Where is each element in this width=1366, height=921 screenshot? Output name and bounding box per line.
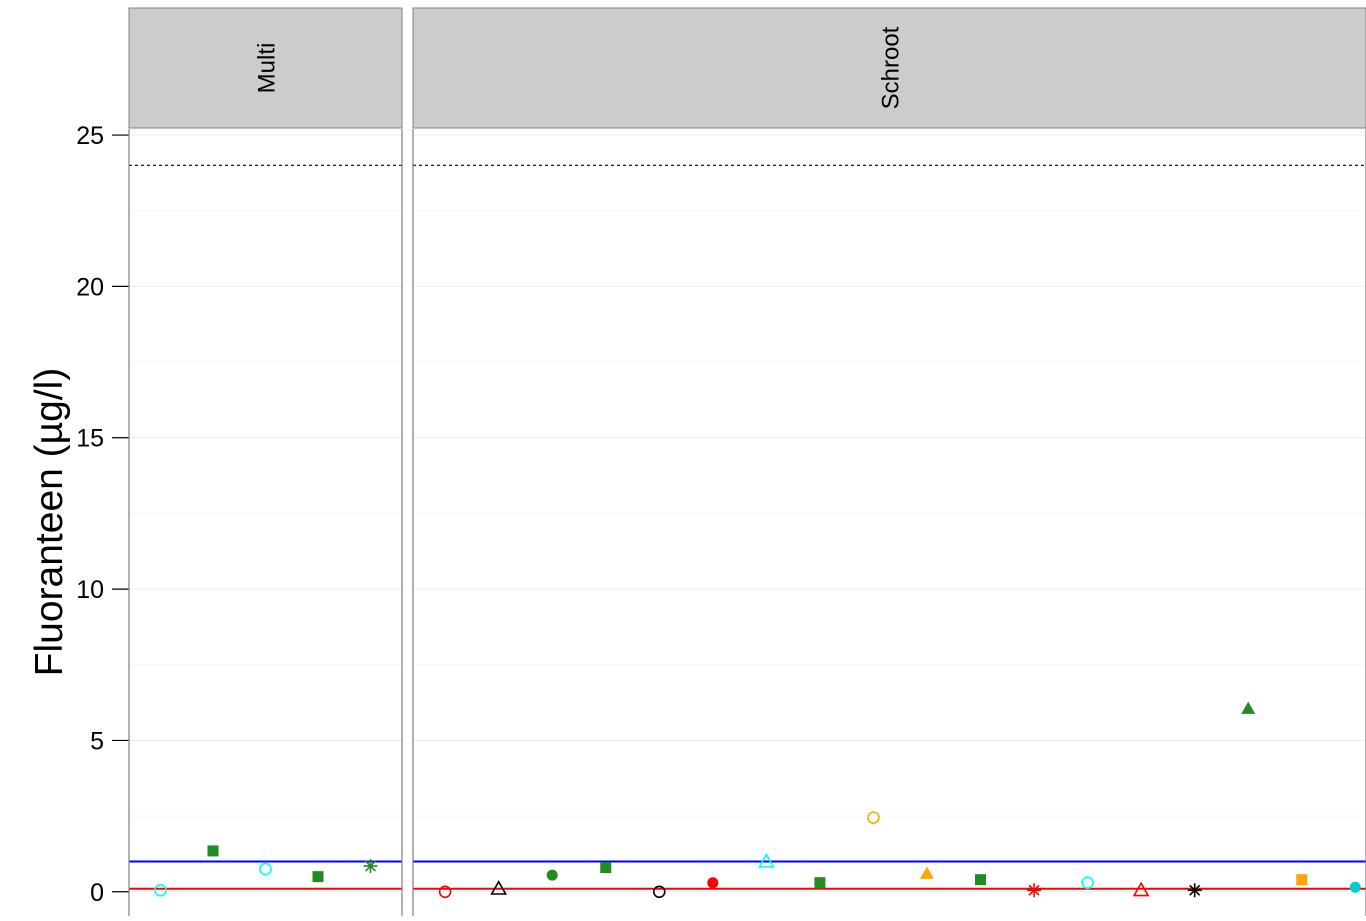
panel-multi: Multi bbox=[128, 7, 403, 916]
y-axis: 0 5 10 15 20 25 bbox=[76, 122, 129, 907]
data-point bbox=[154, 883, 167, 897]
y-tick-label: 25 bbox=[76, 122, 104, 150]
data-point bbox=[757, 852, 775, 868]
data-point bbox=[363, 859, 378, 874]
facet-strip bbox=[412, 7, 1366, 129]
y-tick-label: 5 bbox=[90, 727, 104, 755]
panel-schroot: Schroot bbox=[412, 7, 1366, 916]
facet-strip-label: Schroot bbox=[878, 26, 905, 109]
data-point bbox=[1349, 881, 1361, 893]
data-point bbox=[312, 871, 324, 883]
data-point bbox=[1027, 883, 1042, 898]
data-point bbox=[259, 862, 272, 876]
data-point bbox=[1081, 876, 1094, 890]
panel-background bbox=[413, 129, 1366, 916]
facet-strip bbox=[128, 7, 403, 129]
data-point bbox=[652, 885, 666, 899]
data-point bbox=[1132, 881, 1150, 897]
data-point bbox=[490, 880, 508, 895]
y-tick-label: 20 bbox=[76, 273, 104, 301]
panels: Multi Schroot bbox=[128, 7, 1366, 916]
data-point bbox=[600, 862, 612, 874]
data-point bbox=[546, 869, 558, 881]
data-point bbox=[919, 866, 934, 879]
data-point bbox=[975, 874, 987, 886]
y-tick-label: 10 bbox=[76, 576, 104, 604]
data-point bbox=[814, 877, 826, 889]
data-point bbox=[1187, 883, 1202, 898]
data-point bbox=[438, 885, 452, 899]
y-axis-label: Fluoranteen (µg/l) bbox=[28, 368, 71, 677]
data-point bbox=[1296, 874, 1308, 886]
data-point bbox=[207, 845, 219, 857]
data-point bbox=[1241, 701, 1256, 714]
y-tick-label: 15 bbox=[76, 425, 104, 453]
facet-strip-label: Multi bbox=[254, 43, 281, 94]
data-point bbox=[867, 811, 880, 824]
data-point bbox=[707, 877, 719, 889]
y-tick-label: 0 bbox=[90, 879, 104, 907]
panel-background bbox=[129, 129, 402, 916]
